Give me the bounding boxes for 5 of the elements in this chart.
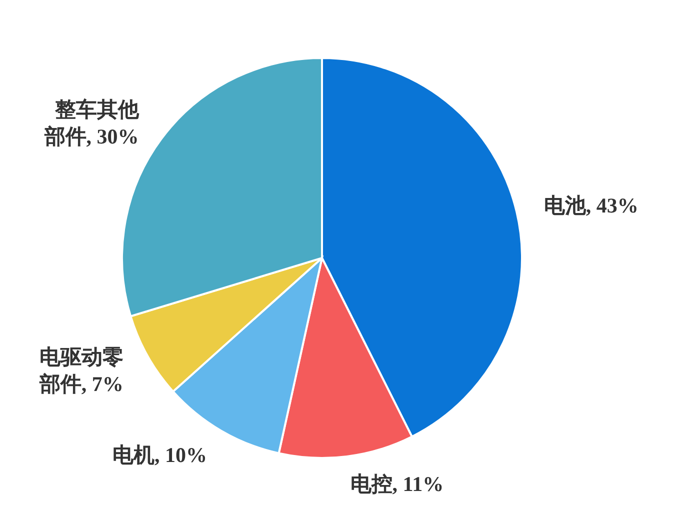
slice-label: 整车其他部件, 30% — [43, 97, 140, 148]
slice-label: 电池, 43% — [544, 193, 638, 218]
slice-label: 电驱动零部件, 7% — [38, 344, 124, 396]
slice-label: 电机, 10% — [112, 442, 207, 467]
slice-label: 电控, 11% — [350, 472, 444, 496]
